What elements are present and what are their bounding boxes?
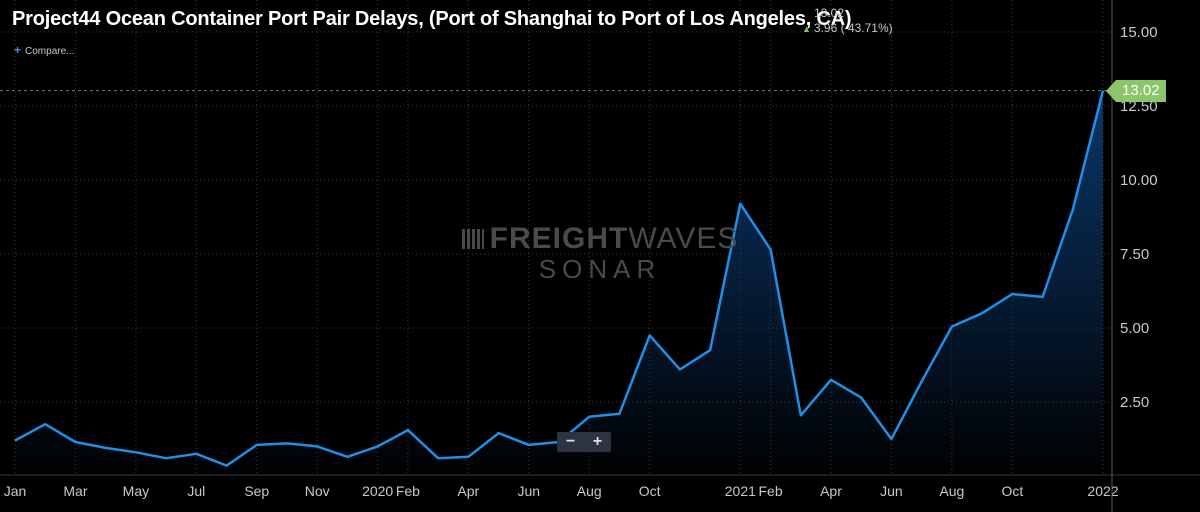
- x-tick-label: Oct: [1001, 483, 1023, 499]
- last-value: 13.02: [814, 6, 845, 20]
- chart-title: Project44 Ocean Container Port Pair Dela…: [12, 8, 852, 30]
- x-tick-label: Jun: [517, 483, 540, 499]
- y-tick-label: 2.50: [1120, 394, 1149, 411]
- x-tick-label: 2020: [362, 483, 393, 499]
- zoom-controls: − +: [557, 432, 611, 452]
- up-arrow-icon: ▲: [802, 24, 811, 34]
- x-tick-label: Aug: [939, 483, 964, 499]
- compare-button[interactable]: + Compare...: [14, 43, 74, 57]
- y-tick-label: 15.00: [1120, 24, 1158, 41]
- x-tick-label: Feb: [758, 483, 782, 499]
- x-tick-label: Jun: [880, 483, 903, 499]
- plus-icon: +: [14, 43, 22, 57]
- x-tick-label: Jan: [4, 483, 27, 499]
- x-tick-label: Aug: [577, 483, 602, 499]
- x-tick-label: Oct: [639, 483, 661, 499]
- x-tick-label: Sep: [244, 483, 269, 499]
- change-value: 3.96 ( 43.71%): [813, 21, 893, 35]
- area-fill: [15, 90, 1103, 475]
- x-tick-label: Mar: [63, 483, 87, 499]
- y-tick-label: 5.00: [1120, 320, 1149, 337]
- compare-label: Compare...: [25, 46, 75, 57]
- last-price-tag: 13.02: [1106, 79, 1166, 102]
- y-tick-label: 7.50: [1120, 246, 1149, 263]
- y-axis: 2.50 5.00 7.50 10.00 12.50 15.00: [1111, 0, 1158, 512]
- x-tick-label: Feb: [396, 483, 420, 499]
- x-tick-label: 2022: [1087, 483, 1118, 499]
- y-tick-label: 10.00: [1120, 172, 1158, 189]
- grid-lines: [0, 0, 1112, 475]
- x-tick-label: Jul: [187, 483, 205, 499]
- x-tick-label: Apr: [820, 483, 842, 499]
- x-tick-label: May: [123, 483, 149, 499]
- x-tick-label: Apr: [457, 483, 479, 499]
- x-tick-label: Nov: [305, 483, 330, 499]
- zoom-out-button[interactable]: −: [565, 433, 576, 450]
- x-axis: Jan Mar May Jul Sep Nov 2020 Feb Apr Jun Aug Oct 202…: [0, 474, 1200, 499]
- series-area: [15, 90, 1103, 475]
- x-tick-label: 2021: [725, 483, 756, 499]
- zoom-in-button[interactable]: +: [592, 433, 603, 450]
- change-readout: ▲ 3.96 ( 43.71%): [802, 21, 893, 35]
- y-tick-label: 12.50: [1120, 98, 1158, 115]
